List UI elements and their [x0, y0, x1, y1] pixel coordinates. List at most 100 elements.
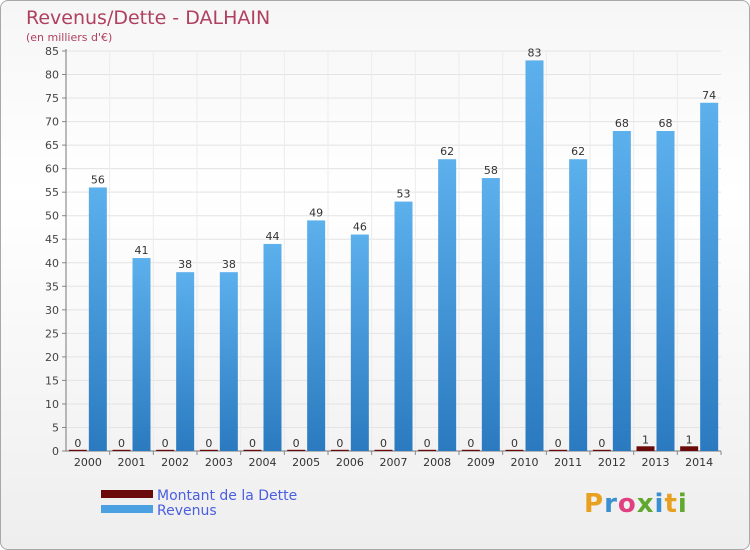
- debt-bar: [287, 449, 306, 451]
- debt-value-label: 0: [205, 437, 212, 450]
- x-tick-label: 2012: [598, 456, 626, 469]
- revenue-value-label: 68: [659, 117, 673, 130]
- debt-bar: [156, 449, 175, 451]
- logo-letter: t: [664, 489, 678, 519]
- debt-value-label: 0: [424, 437, 431, 450]
- legend-label-revenus: Revenus: [157, 503, 217, 519]
- revenue-bar: [612, 131, 631, 451]
- chart-title: Revenus/Dette - DALHAIN: [26, 7, 270, 29]
- debt-bar: [592, 449, 611, 451]
- revenue-value-label: 41: [135, 244, 149, 257]
- debt-bar: [112, 449, 131, 451]
- revenue-bar: [219, 272, 238, 451]
- revenue-bar: [176, 272, 195, 451]
- labels-layer: 0 56 0 41 0 38 0 38 0 44 0 49 0 46 0 53 0 62 0 58 0 83 0 62 0 68 1…: [74, 46, 716, 449]
- revenue-bar: [525, 60, 544, 451]
- debt-value-label: 0: [74, 437, 81, 450]
- y-tick-label: 10: [45, 398, 59, 411]
- revenue-value-label: 49: [309, 206, 323, 219]
- y-tick-label: 15: [45, 374, 59, 387]
- revenue-bar: [307, 220, 326, 451]
- debt-bar: [549, 449, 568, 451]
- x-tick-label: 2003: [205, 456, 233, 469]
- logo-letter: i: [654, 489, 665, 519]
- revenue-bar: [438, 159, 457, 451]
- x-tick-label: 2011: [554, 456, 582, 469]
- y-tick-label: 5: [52, 421, 59, 434]
- revenue-bar: [132, 258, 151, 451]
- x-tick-label: 2010: [511, 456, 539, 469]
- revenue-value-label: 56: [91, 173, 105, 186]
- debt-bar: [636, 446, 655, 451]
- x-tick-label: 2009: [467, 456, 495, 469]
- x-tick-label: 2000: [74, 456, 102, 469]
- revenue-value-label: 74: [702, 89, 716, 102]
- y-tick-label: 25: [45, 327, 59, 340]
- y-tick-label: 60: [45, 163, 59, 176]
- revenue-bar: [481, 178, 500, 451]
- revenue-bar: [656, 131, 675, 451]
- debt-bar: [374, 449, 393, 451]
- y-tick-label: 55: [45, 186, 59, 199]
- debt-bar: [505, 449, 524, 451]
- debt-value-label: 0: [336, 437, 343, 450]
- logo-letter: i: [677, 489, 688, 519]
- y-tick-label: 40: [45, 257, 59, 270]
- y-tick-label: 85: [45, 45, 59, 58]
- x-tick-label: 2001: [118, 456, 146, 469]
- debt-value-label: 0: [118, 437, 125, 450]
- revenue-value-label: 38: [178, 258, 192, 271]
- x-tick-label: 2005: [292, 456, 320, 469]
- x-tick-label: 2006: [336, 456, 364, 469]
- bars-layer: [68, 60, 719, 451]
- debt-value-label: 1: [642, 433, 649, 446]
- debt-bar: [461, 449, 480, 451]
- y-tick-label: 20: [45, 351, 59, 364]
- legend-swatch-dette: [101, 490, 153, 498]
- y-tick-label: 0: [52, 445, 59, 458]
- revenue-value-label: 46: [353, 221, 367, 234]
- logo-letter: x: [636, 489, 655, 519]
- debt-value-label: 0: [598, 437, 605, 450]
- debt-value-label: 0: [511, 437, 518, 450]
- y-tick-label: 75: [45, 92, 59, 105]
- x-tick-label: 2008: [423, 456, 451, 469]
- proxiti-logo: Proxiti: [584, 489, 688, 519]
- debt-value-label: 1: [686, 433, 693, 446]
- revenue-value-label: 83: [528, 46, 542, 59]
- debt-bar: [680, 446, 699, 451]
- legend-label-dette: Montant de la Dette: [157, 488, 297, 504]
- revenue-bar: [88, 187, 107, 451]
- debt-bar: [68, 449, 87, 451]
- x-tick-label: 2002: [161, 456, 189, 469]
- revenue-value-label: 68: [615, 117, 629, 130]
- x-tick-label: 2004: [249, 456, 277, 469]
- debt-bar: [418, 449, 437, 451]
- x-tick-label: 2014: [685, 456, 713, 469]
- debt-bar: [243, 449, 262, 451]
- debt-value-label: 0: [380, 437, 387, 450]
- revenue-bar: [350, 234, 369, 451]
- revenue-value-label: 53: [397, 188, 411, 201]
- y-tick-label: 50: [45, 210, 59, 223]
- grid-layer: [66, 50, 721, 452]
- legend-swatch-revenus: [101, 505, 153, 513]
- debt-bar: [199, 449, 218, 451]
- revenue-bar: [700, 102, 719, 451]
- revenue-bar: [263, 243, 282, 451]
- revenue-value-label: 38: [222, 258, 236, 271]
- revenue-value-label: 62: [571, 145, 585, 158]
- x-tick-label: 2013: [642, 456, 670, 469]
- y-tick-label: 80: [45, 69, 59, 82]
- debt-value-label: 0: [467, 437, 474, 450]
- chart-subtitle: (en milliers d'€): [26, 31, 112, 44]
- revenue-bar: [394, 201, 413, 451]
- revenue-bar: [569, 159, 588, 451]
- logo-letter: P: [584, 489, 605, 519]
- y-tick-label: 45: [45, 233, 59, 246]
- y-tick-label: 35: [45, 280, 59, 293]
- legend: Montant de la Dette Revenus: [101, 488, 297, 519]
